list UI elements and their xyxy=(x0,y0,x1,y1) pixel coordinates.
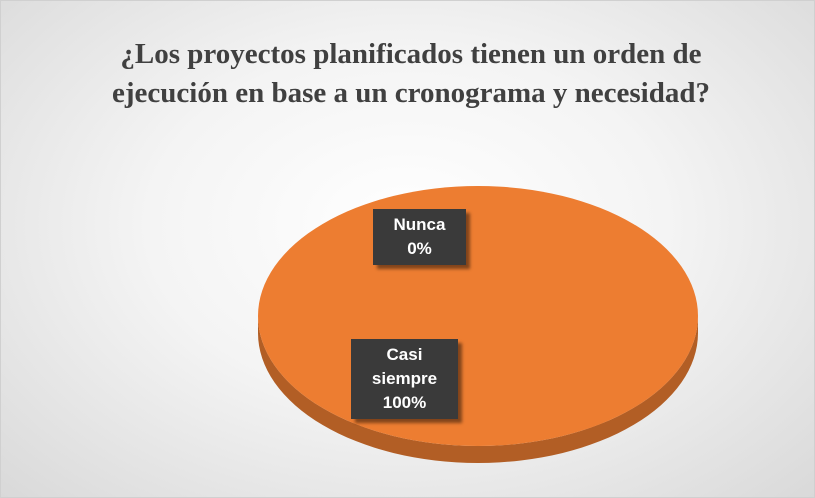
pie-slice xyxy=(258,186,698,446)
data-label-value: 100% xyxy=(382,393,427,412)
data-label-category: Casi siempre xyxy=(371,345,438,388)
data-label-category: Nunca xyxy=(393,215,446,234)
data-label: Nunca 0% xyxy=(373,209,466,265)
chart-title: ¿Los proyectos planificados tienen un or… xyxy=(112,38,710,109)
data-label: Casi siempre 100% xyxy=(351,339,458,419)
data-label-value: 0% xyxy=(407,239,432,258)
